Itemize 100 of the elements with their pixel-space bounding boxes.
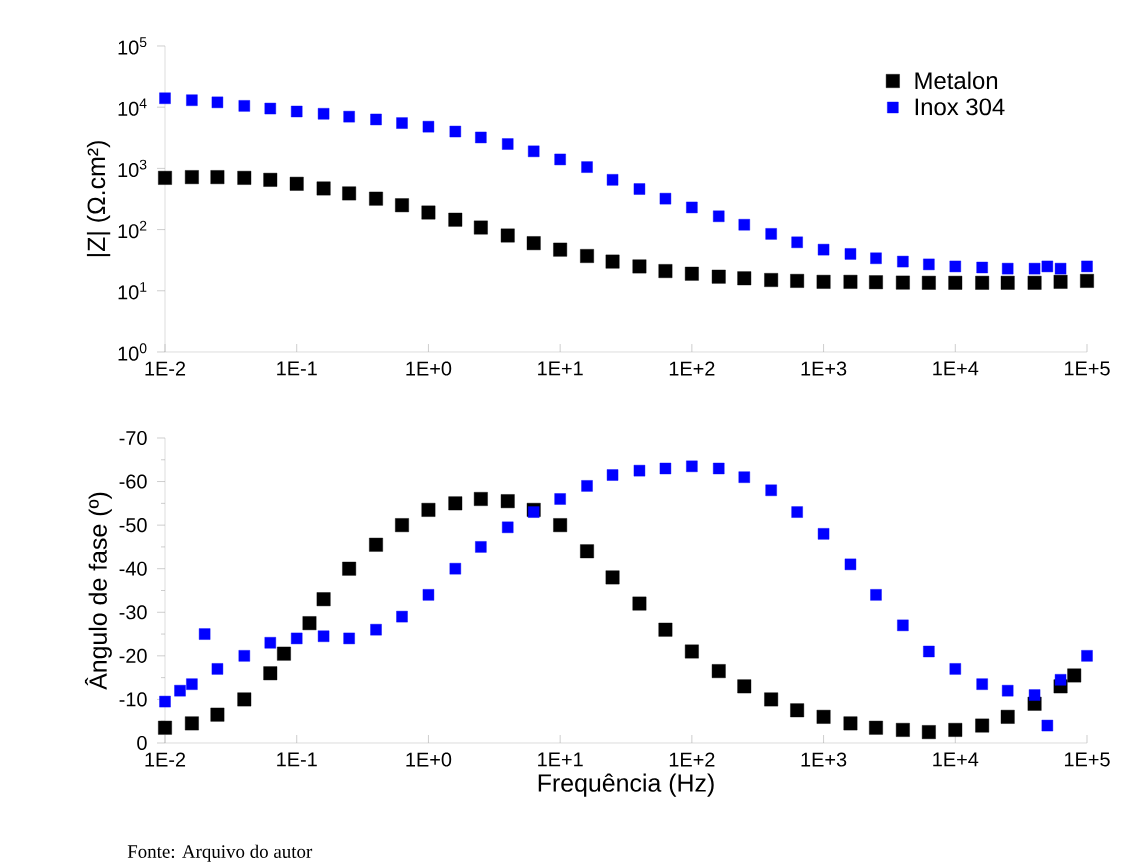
x-axis-title: Frequência (Hz) <box>538 773 714 797</box>
point <box>369 191 383 206</box>
x-tick-label: 1E-2 <box>145 752 186 767</box>
x-tick-label: 1E+1 <box>538 752 583 767</box>
y-tick-label: 10$^{1}$ <box>118 282 147 300</box>
point <box>449 125 462 138</box>
point <box>711 269 726 284</box>
point <box>870 252 882 264</box>
point <box>738 219 750 231</box>
point <box>658 264 673 278</box>
point <box>817 243 830 256</box>
point <box>869 275 883 290</box>
point <box>158 170 172 185</box>
y-axis-title: |Z| (Ω.cm²) <box>86 141 111 257</box>
point <box>948 275 963 290</box>
point <box>528 145 540 158</box>
point <box>237 170 252 185</box>
point <box>186 94 198 106</box>
source-note: Fonte: Arquivo do autor <box>127 844 313 862</box>
y-tick-label: -50 <box>119 518 147 533</box>
point <box>238 100 250 112</box>
point <box>343 110 355 123</box>
point <box>264 102 276 115</box>
point <box>211 96 224 109</box>
point <box>949 260 961 273</box>
point <box>581 161 593 173</box>
x-tick-label: 1E+2 <box>669 752 715 767</box>
point <box>475 131 487 144</box>
point <box>263 172 278 187</box>
point <box>686 201 698 214</box>
point <box>395 198 409 213</box>
y-tick-label: -60 <box>119 474 147 489</box>
x-tick-label: 1E+4 <box>933 752 979 767</box>
point <box>500 228 515 243</box>
point <box>633 183 646 195</box>
point <box>210 170 225 185</box>
point <box>1027 275 1042 290</box>
point <box>370 113 382 126</box>
point <box>976 261 988 274</box>
y-tick-label: -20 <box>119 648 147 663</box>
point <box>684 266 699 281</box>
y-tick-label: 0 <box>137 735 147 751</box>
point <box>554 153 566 166</box>
point <box>291 105 303 118</box>
point <box>605 254 620 269</box>
x-tick-label: 1E+3 <box>801 752 847 767</box>
x-tick-label: 1E-1 <box>277 361 317 376</box>
point <box>923 258 935 271</box>
x-tick-label: 1E+3 <box>801 361 847 376</box>
point <box>897 255 909 268</box>
point <box>553 242 568 257</box>
point <box>317 108 330 120</box>
point <box>421 205 436 220</box>
point <box>1000 275 1015 290</box>
point <box>659 192 672 205</box>
legend-label: Metalon <box>915 71 998 90</box>
y-tick-label: 10$^{0}$ <box>118 343 147 361</box>
point <box>526 236 541 251</box>
point <box>342 186 357 201</box>
y-tick-label: 10$^{3}$ <box>118 159 147 178</box>
point <box>791 236 803 248</box>
x-tick-label: 1E+1 <box>538 361 583 376</box>
x-tick-label: 1E+5 <box>1064 752 1110 767</box>
point <box>1002 262 1014 275</box>
y-tick-label: 10$^{5}$ <box>118 37 147 55</box>
point <box>975 275 990 290</box>
point <box>580 249 594 263</box>
x-tick-label: 1E+0 <box>406 361 452 376</box>
point <box>816 274 831 289</box>
point <box>473 220 488 235</box>
point <box>396 117 408 129</box>
point <box>316 181 331 196</box>
point <box>713 210 725 222</box>
x-tick-label: 1E+2 <box>669 361 715 376</box>
x-tick-label: 1E+0 <box>406 752 452 767</box>
point <box>843 274 858 289</box>
x-tick-label: 1E+4 <box>933 361 979 376</box>
y-tick-label: -70 <box>119 430 147 446</box>
point <box>632 259 647 274</box>
point <box>895 275 910 290</box>
point <box>764 273 779 287</box>
point <box>606 174 619 186</box>
point <box>502 138 514 150</box>
y-tick-label: -40 <box>119 561 147 576</box>
point <box>737 271 752 286</box>
point <box>790 274 805 288</box>
point <box>1028 262 1041 275</box>
y-tick-label: -10 <box>119 692 147 707</box>
point <box>159 92 171 104</box>
x-tick-label: 1E-1 <box>277 752 317 767</box>
y-tick-label: -30 <box>119 605 147 620</box>
point <box>921 275 936 290</box>
point <box>289 176 304 191</box>
x-tick-label: 1E+5 <box>1064 361 1110 376</box>
point <box>765 228 777 240</box>
point <box>448 212 463 227</box>
point <box>422 120 435 133</box>
y-tick-label: 10$^{2}$ <box>118 220 147 239</box>
point <box>1053 274 1068 289</box>
x-tick-label: 1E-2 <box>145 361 186 376</box>
